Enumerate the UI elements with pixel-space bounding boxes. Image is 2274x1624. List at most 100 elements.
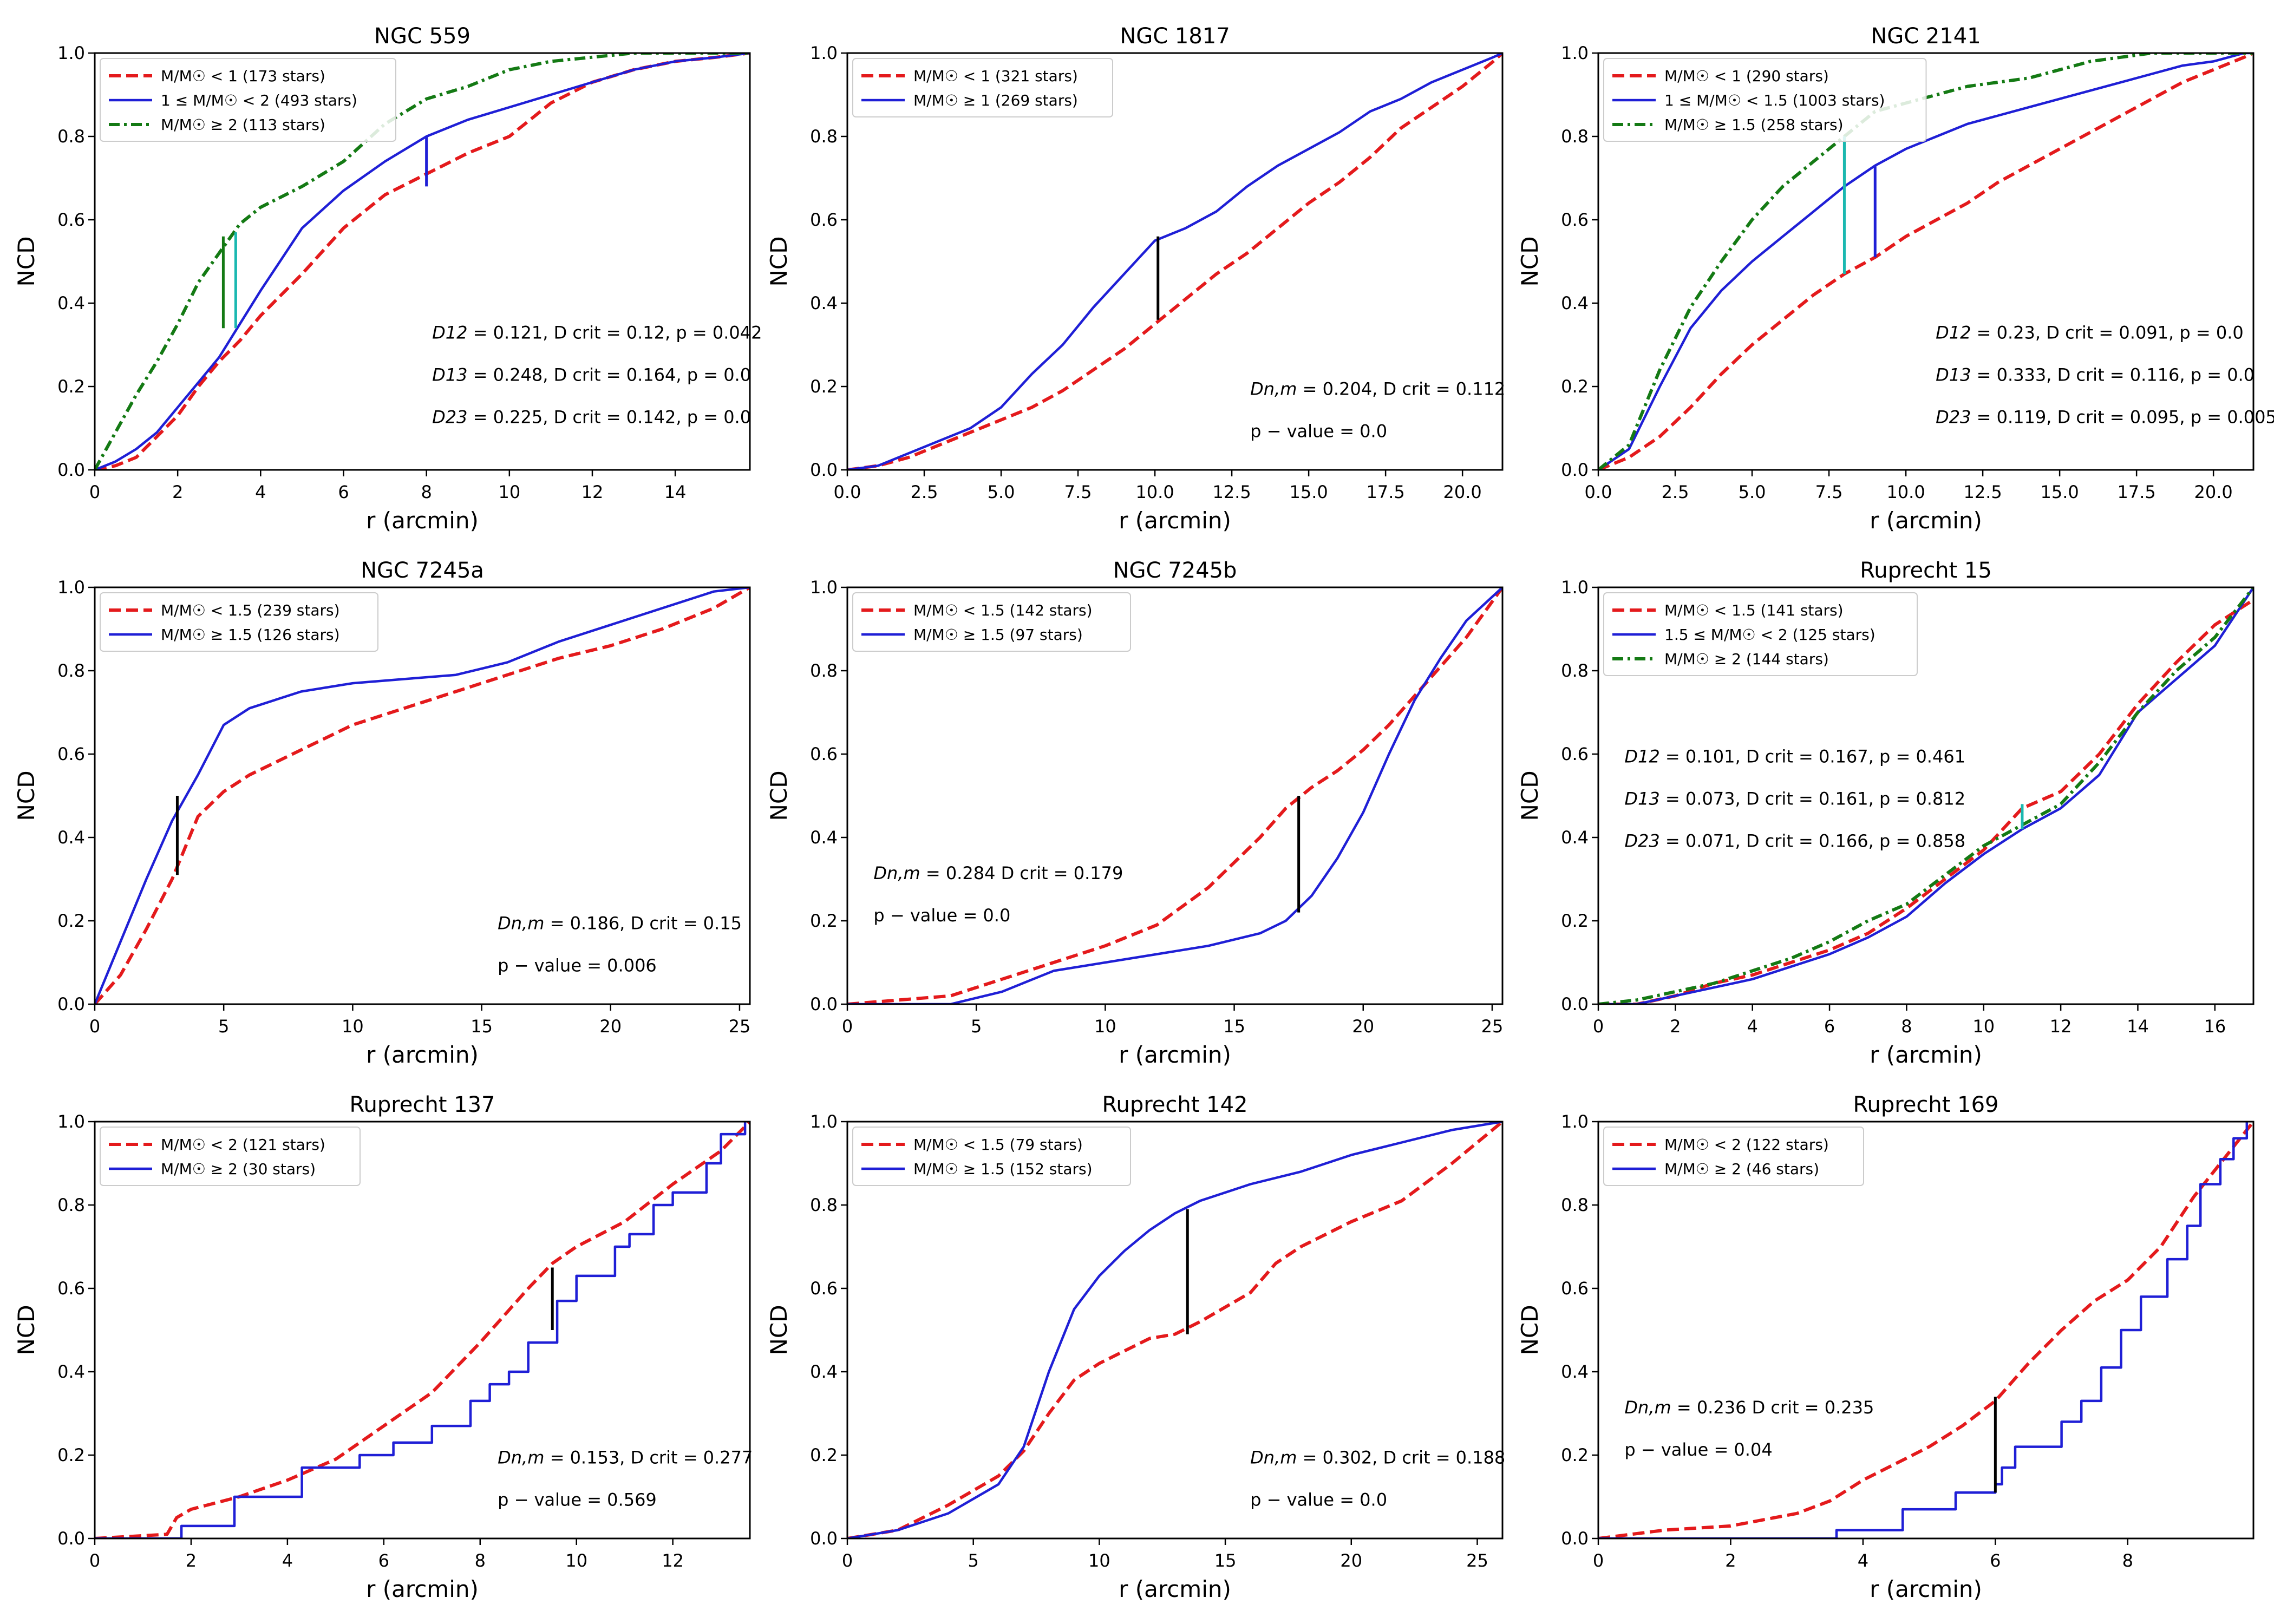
chart-title: NGC 7245a xyxy=(361,558,484,583)
y-tick-label: 0.8 xyxy=(1561,1195,1589,1215)
y-tick-label: 1.0 xyxy=(810,43,838,63)
y-tick-label: 0.4 xyxy=(1561,827,1589,848)
y-tick-label: 0.6 xyxy=(810,209,838,230)
legend-box xyxy=(1603,592,1918,676)
y-tick-label: 0.2 xyxy=(1561,911,1589,931)
x-tick-label: 2.5 xyxy=(911,482,938,502)
y-tick-label: 0.4 xyxy=(810,827,838,848)
annotation-symbol: Dn,m xyxy=(1624,1397,1671,1418)
chart-title: Ruprecht 142 xyxy=(1102,1092,1247,1117)
y-axis-label: NCD xyxy=(13,770,40,821)
x-tick-label: 25 xyxy=(1466,1550,1488,1571)
y-tick-label: 1.0 xyxy=(1561,43,1589,63)
series-line xyxy=(95,1122,747,1538)
legend: M/M☉ < 1 (173 stars) 1 ≤ M/M☉ < 2 (493 st… xyxy=(100,58,396,142)
y-axis-label: NCD xyxy=(1517,770,1543,821)
y-tick-label: 0.0 xyxy=(1561,460,1589,480)
x-tick-label: 12 xyxy=(2050,1016,2072,1037)
stats-annotation: Dn,m = 0.204, D crit = 0.112 p − value = … xyxy=(1250,378,1505,441)
y-tick-label: 1.0 xyxy=(810,1111,838,1132)
y-tick-label: 0.6 xyxy=(57,744,85,764)
x-tick-label: 25 xyxy=(729,1016,751,1037)
y-tick-label: 0.0 xyxy=(57,1528,85,1549)
series-line xyxy=(847,53,1502,470)
annotation-symbol: D13 xyxy=(1936,364,1971,385)
series-line xyxy=(1598,598,2253,1004)
x-tick-label: 10 xyxy=(1088,1550,1110,1571)
y-tick-label: 0.0 xyxy=(810,460,838,480)
series-line xyxy=(847,1122,1502,1538)
legend: M/M☉ < 1.5 (141 stars) 1.5 ≤ M/M☉ < 2 (12… xyxy=(1603,592,1918,676)
x-tick-label: 14 xyxy=(664,482,687,502)
y-tick-label: 0.4 xyxy=(57,1361,85,1382)
x-tick-label: 10 xyxy=(565,1550,587,1571)
annotation-text: = 0.23, D crit = 0.091, p = 0.0 xyxy=(1971,322,2244,343)
legend: M/M☉ < 1 (321 stars) M/M☉ ≥ 1 (269 stars) xyxy=(852,58,1113,117)
series-line xyxy=(1598,1122,2249,1538)
annotation-symbol: D12 xyxy=(432,322,467,343)
annotation-line: D12 = 0.101, D crit = 0.167, p = 0.461 xyxy=(1624,746,1965,767)
chart-title: NGC 1817 xyxy=(1120,24,1230,49)
annotation-text: = 0.236 D crit = 0.235 xyxy=(1671,1397,1874,1418)
chart-title: Ruprecht 169 xyxy=(1853,1092,1998,1117)
annotation-text: = 0.302, D crit = 0.188 xyxy=(1297,1447,1505,1468)
annotation-line: p − value = 0.569 xyxy=(498,1489,657,1510)
x-tick-label: 6 xyxy=(1824,1016,1835,1037)
y-tick-label: 0.2 xyxy=(57,911,85,931)
x-tick-label: 25 xyxy=(1481,1016,1504,1037)
annotation-symbol: Dn,m xyxy=(873,863,920,883)
annotation-text: = 0.225, D crit = 0.142, p = 0.0 xyxy=(468,407,752,427)
x-axis-label: r (arcmin) xyxy=(1870,1576,1982,1602)
annotation-text: p − value = 0.04 xyxy=(1624,1439,1772,1460)
x-tick-label: 0.0 xyxy=(1585,482,1612,502)
y-tick-label: 1.0 xyxy=(810,577,838,598)
x-tick-label: 5 xyxy=(971,1016,982,1037)
legend-label: M/M☉ ≥ 1.5 (97 stars) xyxy=(913,626,1083,644)
annotation-line: Dn,m = 0.153, D crit = 0.277 xyxy=(498,1447,753,1468)
legend-box xyxy=(100,1127,361,1186)
stats-annotation: Dn,m = 0.302, D crit = 0.188 p − value = … xyxy=(1250,1447,1505,1510)
plot-frame xyxy=(94,52,751,471)
annotation-line: D23 = 0.071, D crit = 0.166, p = 0.858 xyxy=(1624,830,1965,851)
legend-label: M/M☉ ≥ 2 (113 stars) xyxy=(161,116,325,134)
legend-label: M/M☉ < 2 (121 stars) xyxy=(161,1136,325,1154)
series-line xyxy=(847,587,1502,1004)
annotation-text: p − value = 0.006 xyxy=(498,955,657,975)
x-tick-label: 10 xyxy=(342,1016,364,1037)
x-axis-label: r (arcmin) xyxy=(1119,1042,1231,1068)
chart-title: NGC 559 xyxy=(374,24,471,49)
x-tick-label: 15.0 xyxy=(2040,482,2079,502)
y-tick-label: 0.4 xyxy=(57,293,85,313)
y-tick-label: 0.6 xyxy=(1561,744,1589,764)
plot-frame xyxy=(1597,586,2255,1005)
x-tick-label: 4 xyxy=(1858,1550,1868,1571)
annotation-line: D13 = 0.333, D crit = 0.116, p = 0.0 xyxy=(1936,364,2255,385)
stats-annotation: D12 = 0.121, D crit = 0.12, p = 0.042D13… xyxy=(432,322,762,427)
x-tick-label: 0 xyxy=(89,1550,100,1571)
annotation-text: p − value = 0.0 xyxy=(873,905,1010,926)
y-axis-label: NCD xyxy=(13,1305,40,1355)
y-tick-label: 1.0 xyxy=(57,43,85,63)
annotation-symbol: Dn,m xyxy=(1250,1447,1297,1468)
x-axis-label: r (arcmin) xyxy=(1119,1576,1231,1602)
annotation-symbol: D13 xyxy=(432,364,467,385)
y-tick-label: 0.0 xyxy=(810,1528,838,1549)
x-tick-label: 20.0 xyxy=(2194,482,2233,502)
y-tick-label: 0.6 xyxy=(57,1278,85,1299)
annotation-line: Dn,m = 0.204, D crit = 0.112 xyxy=(1250,378,1505,399)
annotation-text: = 0.204, D crit = 0.112 xyxy=(1297,378,1505,399)
x-tick-label: 5 xyxy=(968,1550,979,1571)
legend-label: M/M☉ ≥ 1 (269 stars) xyxy=(913,91,1078,109)
series-line xyxy=(1598,1122,2253,1538)
y-tick-label: 0.6 xyxy=(1561,209,1589,230)
legend-label: M/M☉ ≥ 1.5 (126 stars) xyxy=(161,626,340,644)
x-tick-label: 4 xyxy=(255,482,266,502)
series-line xyxy=(847,587,1502,1004)
y-tick-label: 0.2 xyxy=(57,376,85,397)
legend-label: 1 ≤ M/M☉ < 2 (493 stars) xyxy=(161,91,357,109)
chart-panel: Ruprecht 15 r (arcmin) NCD 0 2 4 6 8 10 12 14 16 0.0… xyxy=(1517,558,2255,1068)
series-line xyxy=(95,1122,750,1538)
y-tick-label: 0.8 xyxy=(810,126,838,147)
annotation-line: Dn,m = 0.284 D crit = 0.179 xyxy=(873,863,1123,883)
